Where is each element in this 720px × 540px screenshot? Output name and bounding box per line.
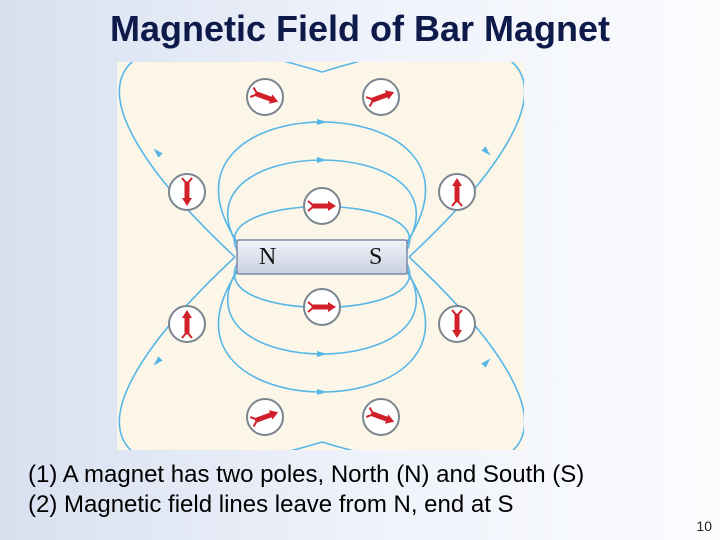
svg-text:S: S	[369, 244, 382, 270]
svg-text:N: N	[259, 244, 276, 270]
bar-magnet-diagram: NS	[117, 62, 524, 450]
caption-line-2: (2) Magnetic field lines leave from N, e…	[28, 490, 584, 520]
page-title: Magnetic Field of Bar Magnet	[0, 8, 720, 50]
caption-line-1: (1) A magnet has two poles, North (N) an…	[28, 460, 584, 490]
diagram-panel: NS	[117, 62, 524, 450]
caption: (1) A magnet has two poles, North (N) an…	[28, 460, 584, 520]
page-number: 10	[696, 518, 712, 534]
